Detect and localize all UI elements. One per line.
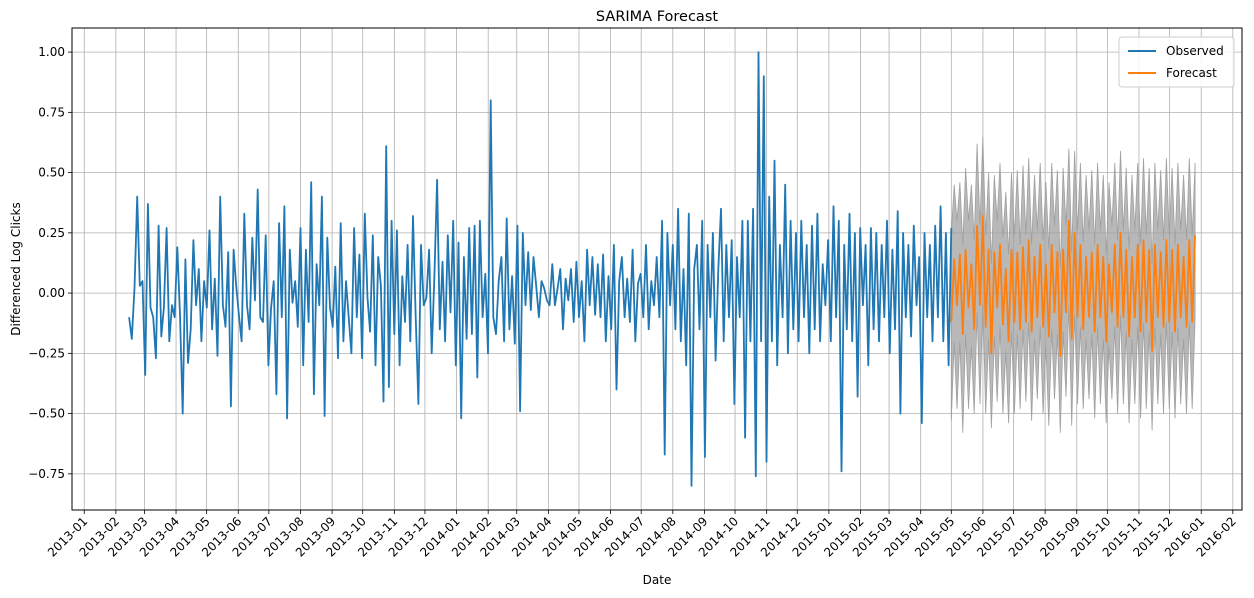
y-tick-label: 0.50 — [38, 166, 65, 180]
y-axis: −0.75 −0.50 −0.25 0.00 0.25 0.50 0.75 1.00 — [28, 45, 72, 481]
y-tick-label: −0.50 — [28, 407, 65, 421]
legend: Observed Forecast — [1118, 36, 1235, 88]
legend-observed-label: Observed — [1166, 44, 1224, 58]
series-lines — [128, 51, 1196, 487]
y-axis-label: Differenced Log Clicks — [9, 202, 23, 335]
legend-box — [1118, 36, 1235, 88]
y-tick-label: 0.25 — [38, 226, 65, 240]
y-tick-label: 0.75 — [38, 105, 65, 119]
y-tick-label: −0.25 — [28, 346, 65, 360]
x-axis-label: Date — [643, 573, 672, 587]
y-tick-label: 0.00 — [38, 286, 65, 300]
y-tick-label: 1.00 — [38, 45, 65, 59]
series-line-forecast — [950, 215, 1196, 357]
series-line-observed — [128, 51, 953, 487]
chart-title: SARIMA Forecast — [596, 9, 718, 25]
y-tick-label: −0.75 — [28, 467, 65, 481]
plot-frame — [71, 27, 1243, 511]
legend-forecast-label: Forecast — [1166, 66, 1217, 80]
